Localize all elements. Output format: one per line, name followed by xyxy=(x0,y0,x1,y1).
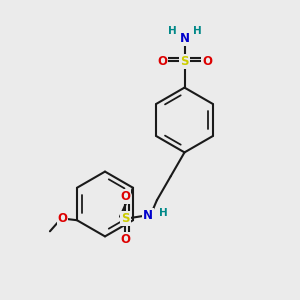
Text: O: O xyxy=(202,55,212,68)
Text: N: N xyxy=(143,209,153,222)
Text: S: S xyxy=(121,212,130,225)
Text: O: O xyxy=(58,212,68,225)
Text: S: S xyxy=(180,55,189,68)
Text: O: O xyxy=(120,190,130,203)
Text: O: O xyxy=(120,233,130,246)
Text: N: N xyxy=(179,32,190,45)
Text: H: H xyxy=(158,208,167,218)
Text: H: H xyxy=(193,26,202,36)
Text: O: O xyxy=(157,55,167,68)
Text: H: H xyxy=(167,26,176,36)
